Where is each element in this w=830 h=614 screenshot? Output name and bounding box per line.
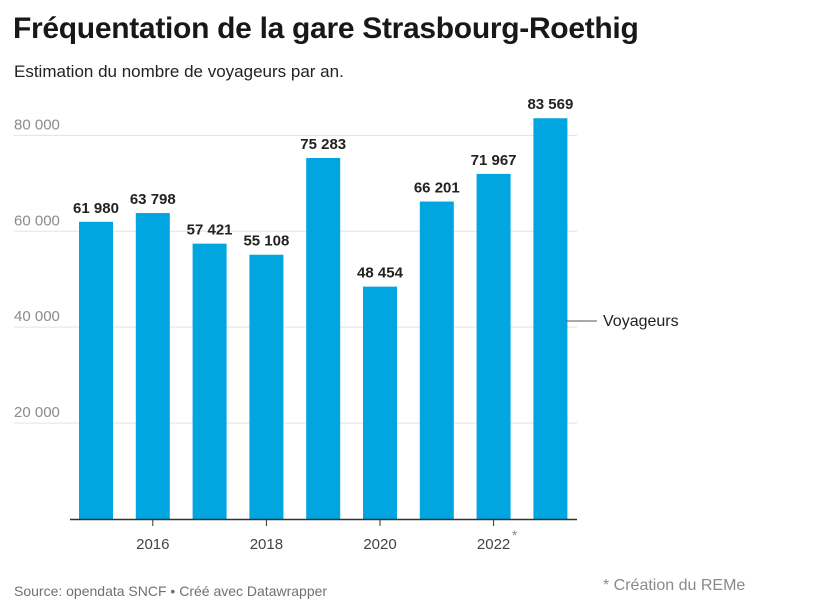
bar xyxy=(192,243,227,519)
data-label: 83 569 xyxy=(527,96,573,113)
y-tick-label: 20 000 xyxy=(14,404,60,421)
x-tick-label: 2020 xyxy=(363,536,396,553)
data-label: 55 108 xyxy=(243,233,289,250)
source-footer: Source: opendata SNCF • Créé avec Datawr… xyxy=(14,583,328,599)
bar xyxy=(476,173,511,519)
x-tick-label: 2022 xyxy=(477,536,510,553)
data-label: 71 967 xyxy=(471,152,517,169)
x-tick-label: 2016 xyxy=(136,536,169,553)
y-tick-label: 60 000 xyxy=(14,212,60,229)
data-label: 75 283 xyxy=(300,136,346,153)
x-tick-label: 2018 xyxy=(250,536,283,553)
data-label: 61 980 xyxy=(73,200,119,217)
bar xyxy=(363,286,397,519)
bar xyxy=(249,254,284,519)
bar xyxy=(79,221,113,520)
bar xyxy=(419,201,454,519)
bar xyxy=(533,118,568,519)
footnote: * Création du REMe xyxy=(603,577,746,594)
data-label: 57 421 xyxy=(187,222,233,239)
data-label: 48 454 xyxy=(357,265,404,282)
x-tick-marker: * xyxy=(512,527,518,543)
data-label: 63 798 xyxy=(130,191,176,208)
bar xyxy=(306,157,341,519)
chart-title: Fréquentation de la gare Strasbourg-Roet… xyxy=(13,12,639,45)
data-label: 66 201 xyxy=(414,180,460,197)
y-tick-label: 80 000 xyxy=(14,116,60,133)
y-tick-label: 40 000 xyxy=(14,308,60,325)
legend-label: Voyageurs xyxy=(603,313,679,330)
bar xyxy=(135,213,170,520)
chart-subtitle: Estimation du nombre de voyageurs par an… xyxy=(14,62,344,81)
